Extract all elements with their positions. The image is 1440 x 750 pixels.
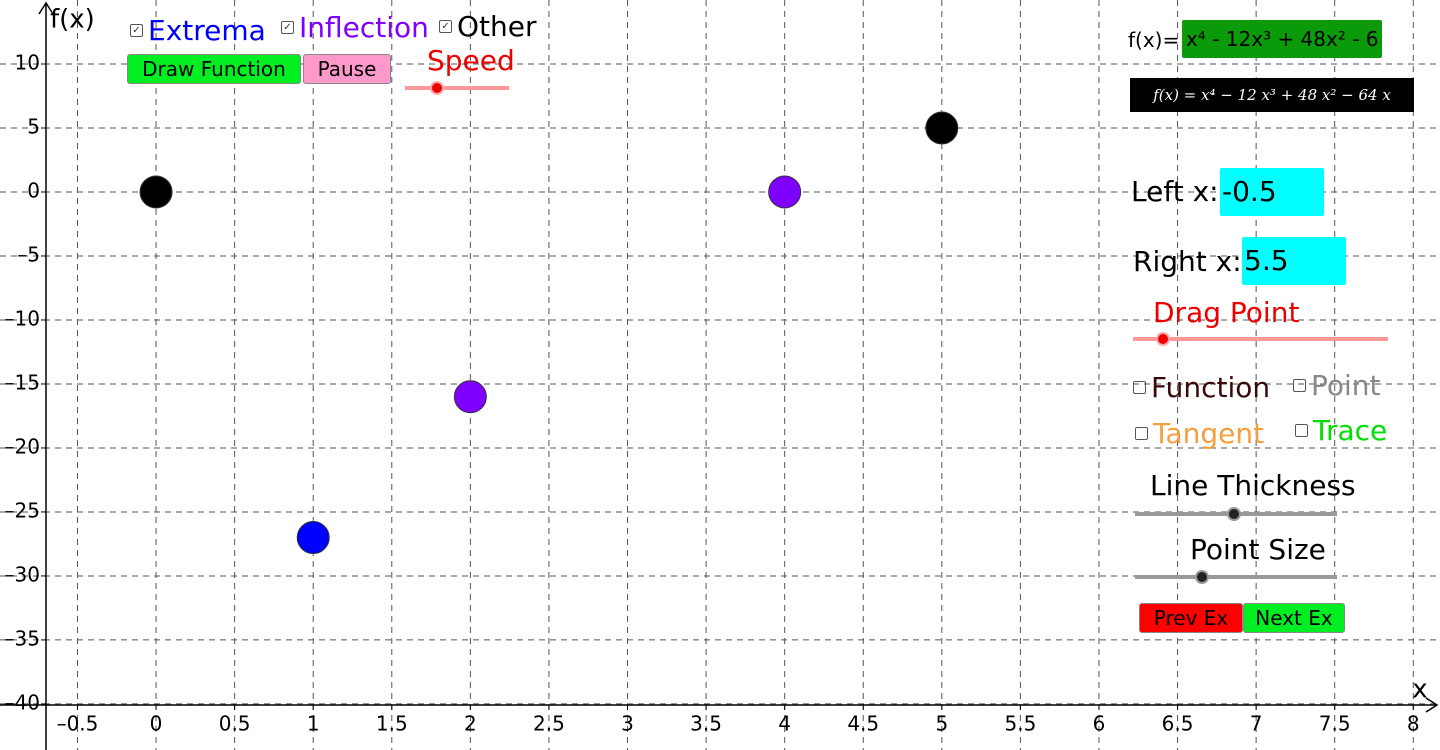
point-size-slider[interactable]	[1135, 575, 1337, 579]
drag-point-knob[interactable]	[1156, 332, 1170, 346]
point	[139, 175, 173, 209]
inflection-checkbox[interactable]: Inflection	[281, 11, 429, 44]
function-input[interactable]: x⁴ - 12x³ + 48x² - 6	[1182, 20, 1382, 58]
y-tick-label: 0	[27, 178, 40, 202]
speed-slider[interactable]	[405, 86, 509, 90]
x-tick-label: –0.5	[57, 712, 99, 736]
x-tick-label: 3	[621, 712, 634, 736]
prev-example-button[interactable]: Prev Ex	[1139, 603, 1243, 633]
x-tick-label: 1.5	[376, 712, 408, 736]
x-tick-label: 2.5	[533, 712, 565, 736]
point	[296, 521, 330, 555]
x-tick-label: 7.5	[1319, 712, 1351, 736]
y-tick-label: –10	[5, 306, 40, 330]
y-tick-label: 10	[15, 50, 40, 74]
speed-knob[interactable]	[430, 81, 444, 95]
next-example-button[interactable]: Next Ex	[1243, 603, 1345, 633]
y-tick-label: 5	[27, 114, 40, 138]
function-display: f(x) = x⁴ − 12 x³ + 48 x² − 64 x	[1130, 78, 1414, 112]
y-tick-label: –20	[5, 434, 40, 458]
y-tick-label: –30	[5, 562, 40, 586]
point-size-label: Point Size	[1190, 533, 1326, 566]
x-axis-arrow	[1425, 697, 1439, 713]
x-tick-label: 4.5	[847, 712, 879, 736]
x-tick-label: 2	[464, 712, 477, 736]
y-tick-label: –5	[17, 242, 40, 266]
speed-label: Speed	[427, 44, 515, 77]
y-tick-label: –15	[5, 370, 40, 394]
x-tick-label: 4	[778, 712, 791, 736]
x-tick-label: 5	[935, 712, 948, 736]
trace-checkbox[interactable]: Trace	[1295, 414, 1387, 447]
left-x-input[interactable]: -0.5	[1220, 168, 1324, 216]
left-x-label: Left x:	[1131, 175, 1219, 208]
x-tick-label: 3.5	[690, 712, 722, 736]
other-checkbox[interactable]: Other	[439, 10, 537, 43]
point-checkbox[interactable]: Point	[1293, 369, 1381, 402]
line-thickness-label: Line Thickness	[1150, 469, 1356, 502]
right-x-input[interactable]: 5.5	[1242, 237, 1346, 285]
y-tick-label: –35	[5, 626, 40, 650]
tangent-checkbox[interactable]: Tangent	[1135, 417, 1264, 450]
x-tick-label: 1	[307, 712, 320, 736]
y-tick-label: –40	[5, 690, 40, 714]
function-prefix: f(x)=	[1128, 28, 1180, 52]
x-axis-label: x	[1412, 675, 1427, 705]
x-tick-label: 6.5	[1162, 712, 1194, 736]
x-tick-label: 0.5	[219, 712, 251, 736]
point	[925, 111, 959, 145]
drag-point-label: Drag Point	[1153, 296, 1300, 329]
line-thickness-knob[interactable]	[1227, 507, 1241, 521]
y-axis-label: f(x)	[50, 5, 95, 35]
drag-point-slider[interactable]	[1133, 337, 1388, 341]
point	[453, 380, 487, 414]
x-tick-label: 7	[1250, 712, 1263, 736]
y-axis-arrow	[38, 1, 54, 15]
right-x-label: Right x:	[1133, 245, 1242, 278]
point	[768, 175, 802, 209]
pause-button[interactable]: Pause	[303, 54, 391, 84]
function-checkbox[interactable]: Function	[1133, 371, 1270, 404]
x-tick-label: 6	[1093, 712, 1106, 736]
draw-function-button[interactable]: Draw Function	[127, 54, 301, 84]
point-size-knob[interactable]	[1195, 570, 1209, 584]
x-tick-label: 5.5	[1004, 712, 1036, 736]
x-tick-label: 0	[150, 712, 163, 736]
x-tick-label: 8	[1407, 712, 1420, 736]
y-tick-label: –25	[5, 498, 40, 522]
extrema-checkbox[interactable]: Extrema	[130, 14, 266, 47]
